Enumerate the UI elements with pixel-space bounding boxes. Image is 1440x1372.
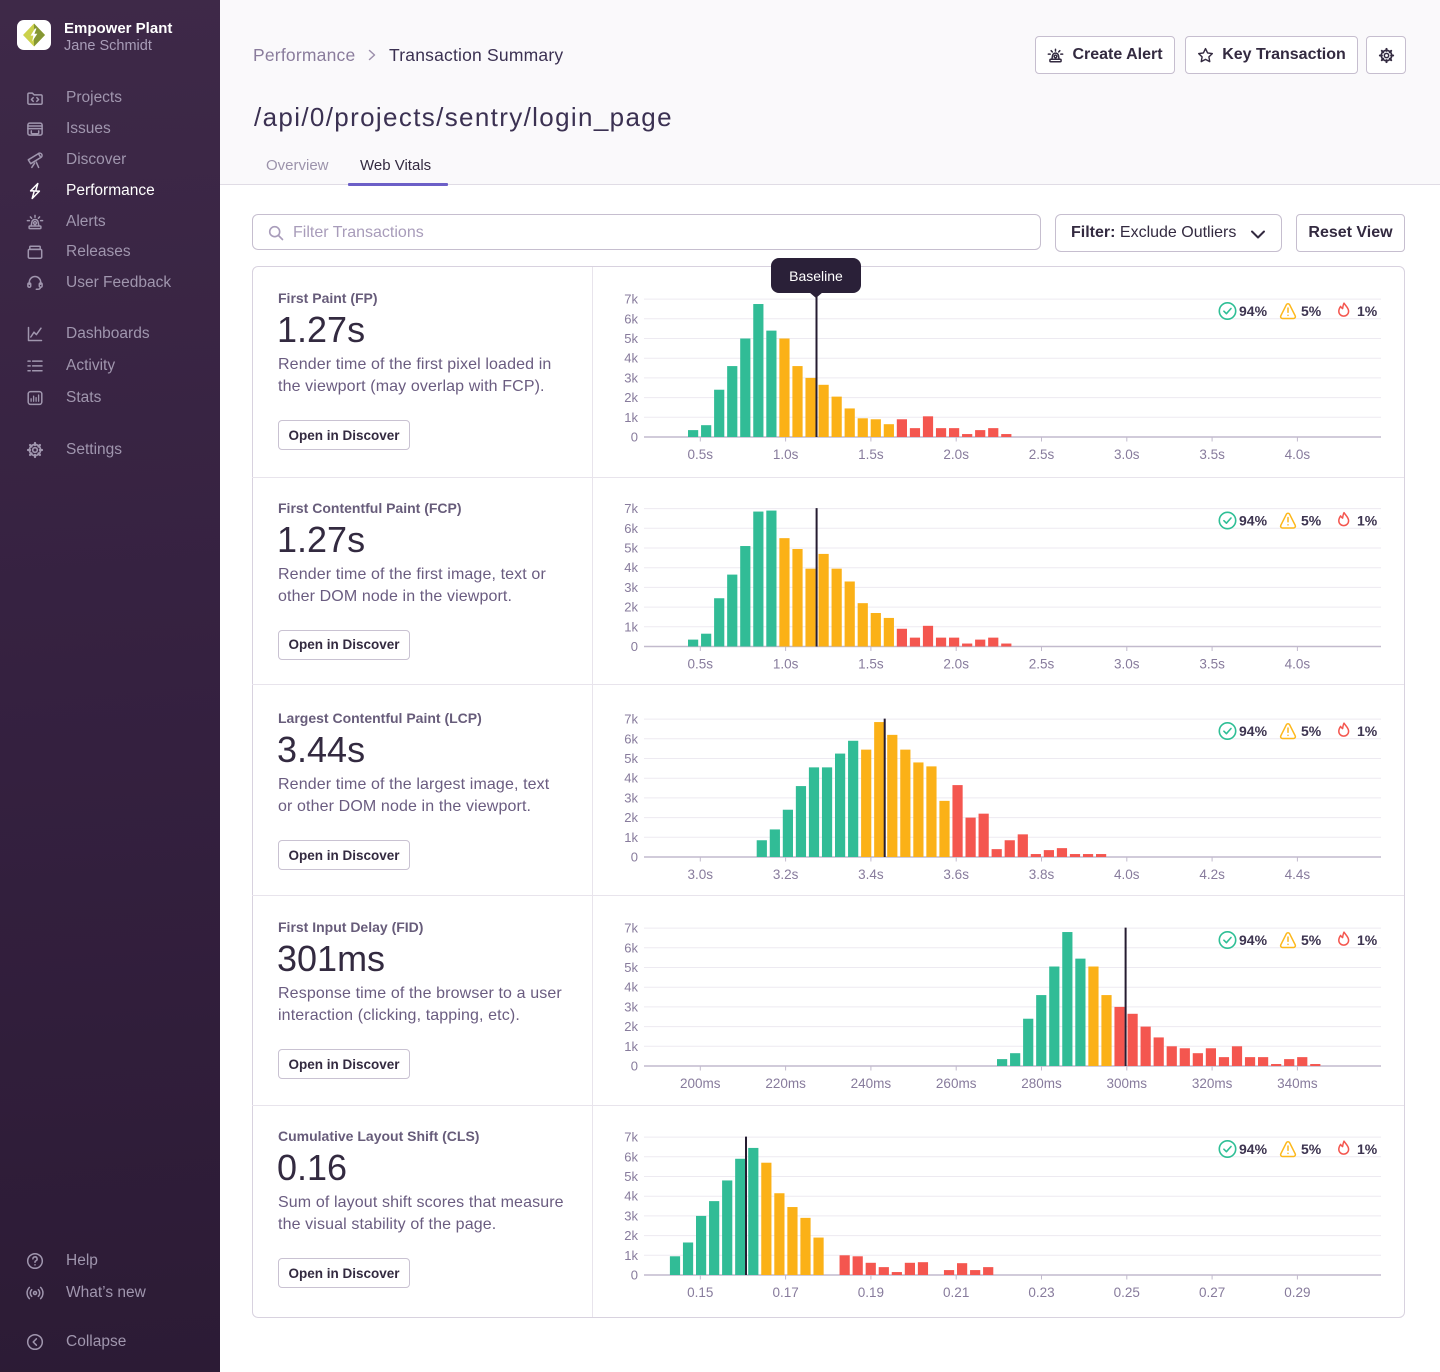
svg-text:2k: 2k xyxy=(624,1228,638,1243)
svg-text:5k: 5k xyxy=(624,541,638,556)
svg-text:0: 0 xyxy=(631,850,638,865)
svg-text:3.4s: 3.4s xyxy=(858,867,884,882)
svg-text:1%: 1% xyxy=(1357,303,1378,319)
svg-text:220ms: 220ms xyxy=(765,1076,806,1091)
svg-text:5k: 5k xyxy=(624,751,638,766)
svg-text:1%: 1% xyxy=(1357,723,1378,739)
svg-text:1%: 1% xyxy=(1357,1141,1378,1157)
svg-text:5k: 5k xyxy=(624,960,638,975)
svg-text:1%: 1% xyxy=(1357,513,1378,529)
svg-text:2.5s: 2.5s xyxy=(1029,447,1055,462)
svg-text:0.15: 0.15 xyxy=(687,1285,713,1300)
svg-text:3.5s: 3.5s xyxy=(1199,657,1225,672)
svg-text:1k: 1k xyxy=(624,1039,638,1054)
svg-text:5%: 5% xyxy=(1301,303,1322,319)
svg-text:3.0s: 3.0s xyxy=(1114,657,1140,672)
svg-text:5%: 5% xyxy=(1301,723,1322,739)
svg-text:4.4s: 4.4s xyxy=(1285,867,1311,882)
svg-text:0: 0 xyxy=(631,1059,638,1074)
svg-text:1k: 1k xyxy=(624,1248,638,1263)
svg-text:0.5s: 0.5s xyxy=(688,447,714,462)
svg-text:5%: 5% xyxy=(1301,513,1322,529)
svg-text:6k: 6k xyxy=(624,731,638,746)
svg-text:5k: 5k xyxy=(624,1169,638,1184)
svg-text:7k: 7k xyxy=(624,1130,638,1145)
svg-text:3.5s: 3.5s xyxy=(1199,447,1225,462)
svg-text:260ms: 260ms xyxy=(936,1076,977,1091)
svg-text:6k: 6k xyxy=(624,311,638,326)
svg-text:4.0s: 4.0s xyxy=(1285,657,1311,672)
svg-text:300ms: 300ms xyxy=(1107,1076,1148,1091)
svg-text:94%: 94% xyxy=(1239,303,1268,319)
svg-text:7k: 7k xyxy=(624,712,638,727)
svg-text:0.17: 0.17 xyxy=(772,1285,798,1300)
svg-text:0: 0 xyxy=(631,639,638,654)
svg-text:2k: 2k xyxy=(624,1019,638,1034)
svg-text:1k: 1k xyxy=(624,410,638,425)
svg-text:1.5s: 1.5s xyxy=(858,447,884,462)
svg-text:0.29: 0.29 xyxy=(1284,1285,1310,1300)
svg-text:320ms: 320ms xyxy=(1192,1076,1233,1091)
svg-text:0.23: 0.23 xyxy=(1028,1285,1054,1300)
svg-text:3.0s: 3.0s xyxy=(688,867,714,882)
svg-text:3k: 3k xyxy=(624,790,638,805)
svg-text:3.8s: 3.8s xyxy=(1029,867,1055,882)
svg-text:5%: 5% xyxy=(1301,932,1322,948)
svg-text:240ms: 240ms xyxy=(851,1076,892,1091)
svg-text:3k: 3k xyxy=(624,1208,638,1223)
svg-text:1k: 1k xyxy=(624,619,638,634)
svg-text:3k: 3k xyxy=(624,999,638,1014)
svg-text:3k: 3k xyxy=(624,580,638,595)
svg-text:2.0s: 2.0s xyxy=(943,447,969,462)
svg-text:0: 0 xyxy=(631,430,638,445)
svg-text:4k: 4k xyxy=(624,560,638,575)
svg-text:5%: 5% xyxy=(1301,1141,1322,1157)
svg-text:4.2s: 4.2s xyxy=(1199,867,1225,882)
svg-text:0.25: 0.25 xyxy=(1114,1285,1140,1300)
svg-text:6k: 6k xyxy=(624,521,638,536)
svg-text:2.5s: 2.5s xyxy=(1029,657,1055,672)
svg-text:5k: 5k xyxy=(624,331,638,346)
svg-text:7k: 7k xyxy=(624,501,638,516)
svg-text:94%: 94% xyxy=(1239,513,1268,529)
svg-text:3.6s: 3.6s xyxy=(943,867,969,882)
svg-text:0.27: 0.27 xyxy=(1199,1285,1225,1300)
svg-text:1.0s: 1.0s xyxy=(773,657,799,672)
svg-text:1.5s: 1.5s xyxy=(858,657,884,672)
svg-text:6k: 6k xyxy=(624,940,638,955)
svg-text:94%: 94% xyxy=(1239,1141,1268,1157)
svg-text:1%: 1% xyxy=(1357,932,1378,948)
svg-text:4.0s: 4.0s xyxy=(1114,867,1140,882)
svg-text:3.2s: 3.2s xyxy=(773,867,799,882)
svg-text:6k: 6k xyxy=(624,1149,638,1164)
svg-text:7k: 7k xyxy=(624,292,638,307)
svg-text:4.0s: 4.0s xyxy=(1285,447,1311,462)
svg-text:94%: 94% xyxy=(1239,932,1268,948)
svg-text:2.0s: 2.0s xyxy=(943,657,969,672)
svg-text:4k: 4k xyxy=(624,980,638,995)
svg-text:200ms: 200ms xyxy=(680,1076,721,1091)
svg-text:2k: 2k xyxy=(624,810,638,825)
svg-text:340ms: 340ms xyxy=(1277,1076,1318,1091)
svg-text:280ms: 280ms xyxy=(1021,1076,1062,1091)
svg-text:4k: 4k xyxy=(624,771,638,786)
svg-text:7k: 7k xyxy=(624,921,638,936)
svg-text:4k: 4k xyxy=(624,351,638,366)
svg-text:2k: 2k xyxy=(624,390,638,405)
svg-text:0.21: 0.21 xyxy=(943,1285,969,1300)
svg-text:1.0s: 1.0s xyxy=(773,447,799,462)
svg-text:3.0s: 3.0s xyxy=(1114,447,1140,462)
svg-text:0: 0 xyxy=(631,1268,638,1283)
svg-text:1k: 1k xyxy=(624,830,638,845)
svg-text:0.19: 0.19 xyxy=(858,1285,884,1300)
svg-text:2k: 2k xyxy=(624,600,638,615)
svg-text:3k: 3k xyxy=(624,370,638,385)
svg-text:94%: 94% xyxy=(1239,723,1268,739)
svg-text:4k: 4k xyxy=(624,1189,638,1204)
svg-text:0.5s: 0.5s xyxy=(688,657,714,672)
